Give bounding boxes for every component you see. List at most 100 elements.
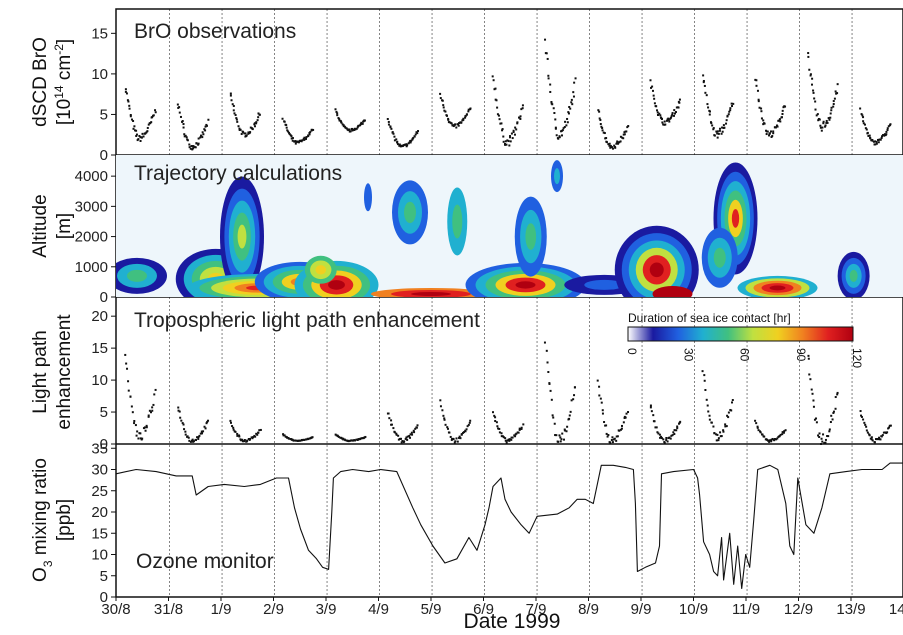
data-point	[608, 142, 611, 145]
data-point	[336, 112, 339, 115]
data-point	[713, 432, 716, 435]
data-point	[602, 131, 605, 134]
data-point	[870, 438, 873, 441]
data-point	[551, 414, 554, 417]
data-point	[662, 123, 665, 126]
data-point	[718, 127, 721, 130]
data-point	[824, 125, 827, 128]
data-point	[812, 89, 815, 92]
data-point	[403, 440, 406, 443]
data-point	[609, 144, 612, 147]
data-point	[888, 426, 891, 429]
data-point	[183, 133, 186, 136]
data-point	[704, 91, 707, 94]
data-point	[454, 123, 457, 126]
data-point	[249, 437, 252, 440]
data-point	[298, 439, 301, 442]
data-point	[676, 425, 679, 428]
data-point	[448, 431, 451, 434]
data-point	[665, 439, 668, 442]
data-point	[659, 436, 662, 439]
data-point	[196, 436, 199, 439]
data-point	[232, 109, 235, 112]
data-point	[566, 425, 569, 428]
data-point	[521, 104, 524, 107]
data-point	[462, 118, 465, 121]
data-point	[231, 425, 234, 428]
data-point	[194, 146, 197, 149]
data-point	[521, 107, 524, 110]
data-point	[128, 104, 131, 107]
data-point	[865, 429, 868, 432]
data-point	[124, 90, 127, 93]
data-point	[834, 90, 837, 93]
data-point	[727, 113, 730, 116]
data-point	[458, 436, 461, 439]
data-point	[616, 140, 619, 143]
data-point	[658, 112, 661, 115]
data-point	[573, 81, 576, 84]
data-point	[880, 435, 883, 438]
data-point	[184, 433, 187, 436]
bro-ylabel-exp2: -2	[52, 44, 66, 55]
data-point	[671, 113, 674, 116]
colorbar-tick-label: 30	[681, 348, 695, 362]
data-point	[460, 121, 463, 124]
data-point	[197, 143, 200, 146]
data-point	[405, 145, 408, 148]
data-point	[553, 112, 556, 115]
data-point	[776, 437, 779, 440]
bro-ylabel-line2: [1014 cm-2]	[52, 39, 75, 125]
data-point	[771, 135, 774, 138]
data-point	[182, 123, 185, 126]
data-point	[722, 124, 725, 127]
trajectory-blob	[554, 168, 560, 185]
data-point	[349, 439, 352, 442]
data-point	[664, 123, 667, 126]
data-point	[509, 136, 512, 139]
data-point	[129, 395, 132, 398]
data-point	[502, 436, 505, 439]
data-point	[445, 114, 448, 117]
data-point	[204, 427, 207, 430]
data-point	[879, 438, 882, 441]
data-point	[712, 127, 715, 130]
data-point	[519, 117, 522, 120]
data-point	[829, 421, 832, 424]
data-point	[187, 436, 190, 439]
data-point	[126, 99, 129, 102]
ozone-series-line	[115, 462, 903, 590]
data-point	[304, 137, 307, 140]
data-point	[125, 362, 128, 365]
data-point	[390, 423, 393, 426]
data-point	[546, 57, 549, 60]
data-point	[756, 426, 759, 429]
data-point	[256, 433, 259, 436]
data-point	[417, 130, 420, 133]
x-tick-label: 7/9	[526, 601, 547, 618]
data-point	[567, 111, 570, 114]
data-point	[869, 137, 872, 140]
trajectory-blob	[237, 224, 247, 249]
bro-ylabel-unit-c: ]	[54, 39, 75, 44]
data-point	[145, 424, 148, 427]
x-tick-label: 11/9	[732, 601, 760, 618]
data-point	[203, 128, 206, 131]
data-point	[387, 120, 390, 123]
data-point	[195, 142, 198, 145]
data-point	[832, 105, 835, 108]
data-point	[607, 143, 610, 146]
data-point	[189, 147, 192, 150]
data-point	[755, 422, 758, 425]
data-point	[393, 135, 396, 138]
data-point	[721, 130, 724, 133]
data-point	[287, 437, 290, 440]
data-point	[552, 416, 555, 419]
data-point	[704, 389, 707, 392]
colorbar-tick-label: 0	[625, 348, 639, 355]
data-point	[708, 110, 711, 113]
data-point	[605, 141, 608, 144]
data-point	[502, 140, 505, 143]
data-point	[763, 122, 766, 125]
data-point	[668, 120, 671, 123]
